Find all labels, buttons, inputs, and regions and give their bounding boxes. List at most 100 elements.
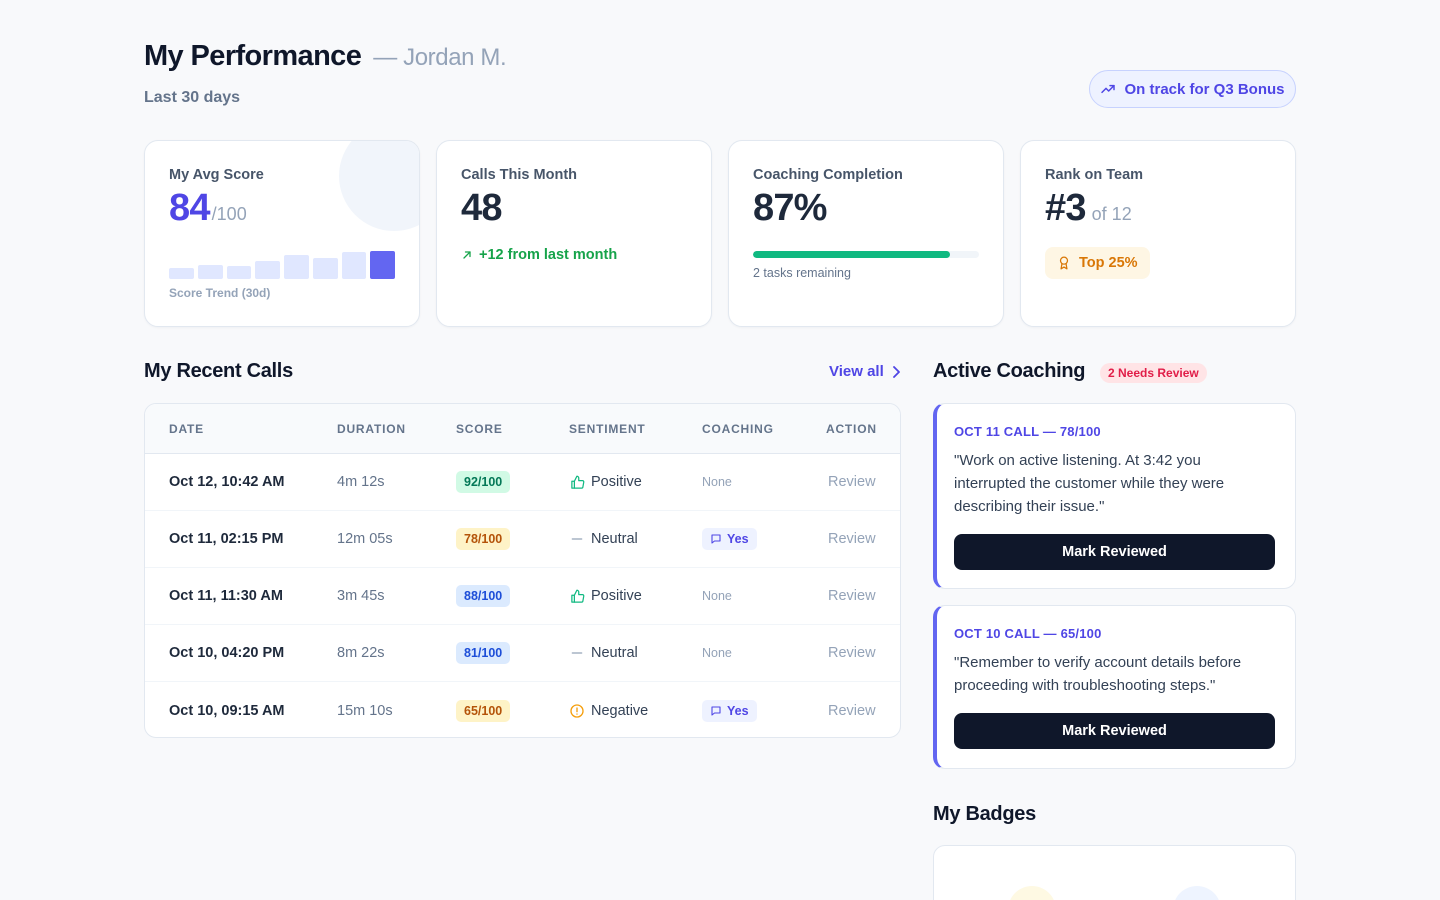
trend-bar bbox=[284, 255, 309, 279]
table-row[interactable]: Oct 11, 11:30 AM 3m 45s 88/100 Positive None… bbox=[145, 568, 900, 625]
my-badges-title: My Badges bbox=[933, 803, 1036, 825]
table-row[interactable]: Oct 12, 10:42 AM 4m 12s 92/100 Positive None… bbox=[145, 454, 900, 511]
call-duration: 8m 22s bbox=[337, 645, 385, 661]
score-trend-sparkline bbox=[169, 251, 395, 279]
review-link[interactable]: Review bbox=[828, 531, 876, 547]
page-title: My Performance bbox=[144, 40, 362, 72]
sentiment-label: Negative bbox=[591, 702, 649, 719]
avg-score-value: 84 bbox=[169, 187, 210, 229]
coaching-yes-pill: Yes bbox=[702, 699, 757, 722]
mark-reviewed-button[interactable]: Mark Reviewed bbox=[954, 534, 1275, 570]
mark-reviewed-button[interactable]: Mark Reviewed bbox=[954, 713, 1275, 749]
coaching-value: None bbox=[702, 589, 732, 603]
dash-icon bbox=[569, 532, 585, 546]
coaching-completion-card: Coaching Completion 87% 2 tasks remainin… bbox=[728, 140, 1004, 327]
bonus-status-label: On track for Q3 Bonus bbox=[1124, 80, 1285, 98]
needs-review-badge: 2 Needs Review bbox=[1100, 363, 1207, 383]
column-header-duration[interactable]: DURATION bbox=[337, 421, 406, 436]
coaching-cell: None bbox=[702, 589, 732, 603]
trend-bar bbox=[197, 265, 223, 279]
coaching-progress-bar bbox=[753, 251, 979, 258]
coaching-cell: None bbox=[702, 646, 732, 660]
column-header-sentiment[interactable]: SENTIMENT bbox=[569, 421, 646, 436]
sentiment-label: Positive bbox=[591, 474, 642, 490]
badge-icon[interactable] bbox=[1008, 886, 1056, 900]
column-header-date[interactable]: DATE bbox=[169, 421, 204, 436]
dash-icon bbox=[569, 646, 585, 660]
review-link[interactable]: Review bbox=[828, 474, 876, 490]
rank-of-total: of 12 bbox=[1091, 204, 1132, 224]
column-header-action: ACTION bbox=[826, 421, 877, 436]
coaching-yes-pill: Yes bbox=[702, 528, 757, 550]
score-badge: 92/100 bbox=[456, 471, 511, 493]
call-duration: 4m 12s bbox=[337, 474, 385, 490]
trend-bar bbox=[370, 251, 395, 279]
review-link[interactable]: Review bbox=[828, 702, 876, 719]
score-trend-caption: Score Trend (30d) bbox=[169, 286, 271, 300]
view-all-label: View all bbox=[829, 363, 884, 380]
sentiment: Negative bbox=[569, 703, 648, 719]
table-row[interactable]: Oct 10, 09:15 AM 15m 10s 65/100 Negative Yes… bbox=[145, 682, 900, 737]
sentiment: Positive bbox=[569, 474, 642, 490]
bonus-status-pill[interactable]: On track for Q3 Bonus bbox=[1089, 70, 1296, 108]
coaching-call-meta: OCT 10 CALL — 65/100 bbox=[954, 626, 1102, 641]
badges-card bbox=[933, 845, 1296, 900]
coaching-note: "Work on active listening. At 3:42 you i… bbox=[954, 452, 1225, 515]
coaching-cell: None bbox=[702, 475, 732, 489]
recent-calls-title: My Recent Calls bbox=[144, 360, 293, 382]
alert-circle-icon bbox=[569, 703, 585, 719]
call-duration: 15m 10s bbox=[337, 702, 393, 719]
chevron-right-icon bbox=[892, 365, 900, 378]
avg-score-unit: /100 bbox=[211, 204, 247, 224]
score-badge: 78/100 bbox=[456, 528, 511, 550]
coaching-completion-label: Coaching Completion bbox=[753, 167, 903, 183]
sentiment-label: Positive bbox=[591, 588, 642, 604]
message-icon bbox=[711, 705, 721, 716]
coaching-cell: Yes bbox=[702, 699, 757, 722]
column-header-score[interactable]: SCORE bbox=[456, 421, 503, 436]
page-owner: — Jordan M. bbox=[373, 44, 507, 71]
review-link[interactable]: Review bbox=[828, 645, 876, 661]
award-icon bbox=[1059, 256, 1069, 270]
recent-calls-table: DATE DURATION SCORE SENTIMENT COACHING A… bbox=[144, 403, 901, 738]
calls-delta: +12 from last month bbox=[461, 247, 687, 263]
trend-bar bbox=[312, 258, 338, 279]
calls-label: Calls This Month bbox=[461, 167, 577, 183]
call-date: Oct 12, 10:42 AM bbox=[169, 474, 285, 490]
table-body: Oct 12, 10:42 AM 4m 12s 92/100 Positive None… bbox=[145, 454, 900, 737]
top-percent-badge: Top 25% bbox=[1045, 247, 1150, 279]
coaching-call-meta: OCT 11 CALL — 78/100 bbox=[954, 424, 1101, 439]
trending-up-icon bbox=[1101, 84, 1116, 94]
coaching-note: "Remember to verify account details befo… bbox=[954, 654, 1242, 694]
table-row[interactable]: Oct 11, 02:15 PM 12m 05s 78/100 Neutral Yes R… bbox=[145, 511, 900, 568]
call-date: Oct 11, 02:15 PM bbox=[169, 531, 284, 547]
score-badge: 81/100 bbox=[456, 642, 511, 664]
active-coaching-title: Active Coaching bbox=[933, 360, 1086, 382]
coaching-card: OCT 11 CALL — 78/100 "Work on active lis… bbox=[933, 403, 1296, 589]
score-badge: 65/100 bbox=[456, 699, 511, 722]
rank-value: #3 bbox=[1045, 187, 1086, 229]
column-header-coaching[interactable]: COACHING bbox=[702, 421, 774, 436]
score-badge: 88/100 bbox=[456, 585, 511, 607]
table-header: DATE DURATION SCORE SENTIMENT COACHING A… bbox=[145, 404, 900, 454]
sentiment: Neutral bbox=[569, 531, 638, 547]
call-date: Oct 10, 09:15 AM bbox=[169, 702, 285, 719]
table-row[interactable]: Oct 10, 04:20 PM 8m 22s 81/100 Neutral None R… bbox=[145, 625, 900, 682]
badge-icon[interactable] bbox=[1173, 886, 1221, 900]
call-date: Oct 10, 04:20 PM bbox=[169, 645, 285, 661]
calls-delta-text: +12 from last month bbox=[479, 247, 618, 263]
call-duration: 3m 45s bbox=[337, 588, 385, 604]
coaching-progress-fill bbox=[753, 251, 950, 258]
page-subtitle: Last 30 days bbox=[144, 89, 241, 106]
coaching-card: OCT 10 CALL — 65/100 "Remember to verify… bbox=[933, 605, 1296, 769]
page-header: My Performance — Jordan M. Last 30 days bbox=[144, 40, 507, 107]
arrow-up-right-icon bbox=[463, 251, 471, 259]
rank-card: Rank on Team #3 of 12 Top 25% bbox=[1020, 140, 1296, 327]
coaching-cell: Yes bbox=[702, 528, 757, 550]
coaching-value: Yes bbox=[727, 532, 749, 546]
sentiment: Neutral bbox=[569, 645, 638, 661]
view-all-link[interactable]: View all bbox=[829, 363, 900, 380]
top-percent-label: Top 25% bbox=[1079, 255, 1138, 271]
review-link[interactable]: Review bbox=[828, 588, 876, 604]
coaching-value: None bbox=[702, 646, 732, 660]
